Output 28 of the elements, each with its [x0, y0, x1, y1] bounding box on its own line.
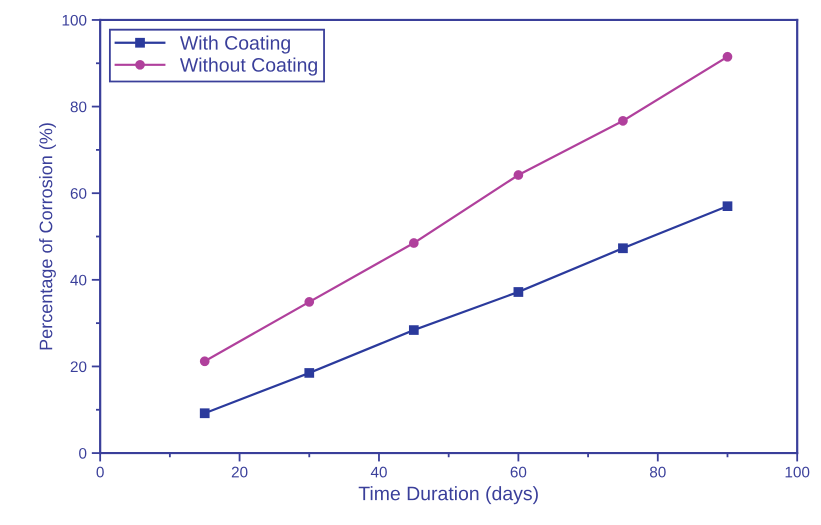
x-axis-title: Time Duration (days) [358, 486, 538, 504]
y-tick-label: 80 [70, 101, 86, 112]
y-axis-title: Percentage of Corrosion (%) [39, 123, 56, 350]
x-tick-label: 60 [510, 466, 526, 478]
point [618, 116, 628, 126]
y-tick-label: 40 [70, 274, 86, 286]
y-tick-label: 60 [70, 188, 86, 199]
x-tick-label: 0 [96, 466, 104, 478]
point [514, 170, 524, 180]
y-tick-label: 100 [62, 14, 86, 26]
point [304, 368, 314, 378]
y-tick-label: 20 [70, 361, 86, 372]
x-tick-label: 80 [650, 466, 666, 478]
point [408, 325, 419, 335]
y-tick-label: 0 [79, 448, 86, 459]
legend-label: With Coating [180, 36, 290, 54]
x-tick-label: 100 [786, 466, 810, 478]
point [514, 287, 524, 297]
x-tick-label: 20 [232, 466, 248, 478]
point [200, 356, 210, 366]
point [408, 238, 419, 248]
legend-label: Without Coating [180, 58, 317, 76]
point [618, 243, 628, 254]
point [200, 408, 210, 418]
x-tick-label: 40 [370, 466, 387, 478]
point [722, 52, 732, 62]
point [722, 201, 732, 212]
point [304, 297, 314, 307]
